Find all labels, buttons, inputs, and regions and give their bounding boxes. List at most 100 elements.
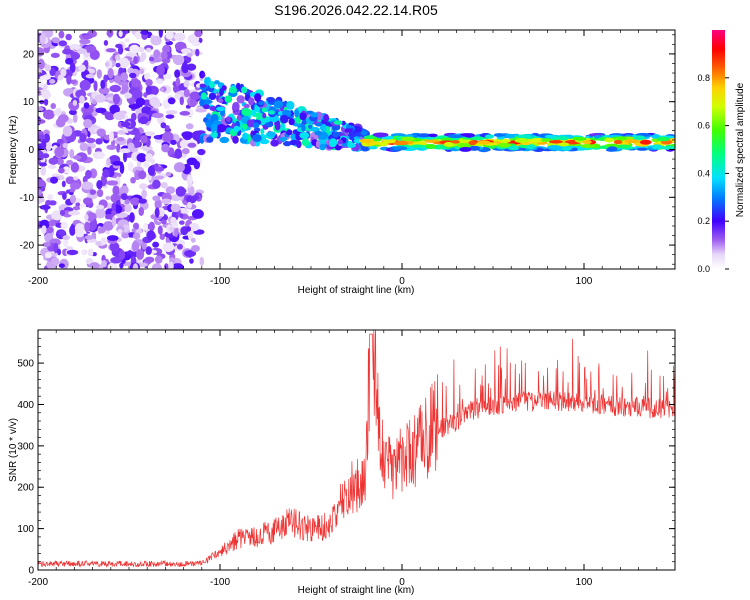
spectrogram-cell: [125, 254, 132, 260]
spectrogram-cell: [206, 136, 214, 143]
spectrogram-cell: [66, 75, 72, 85]
spectrogram-cell: [183, 80, 190, 88]
spectrogram-y-tick-label: -20: [20, 241, 35, 252]
spectrogram-cell: [53, 109, 62, 116]
spectrogram-cell: [252, 134, 262, 142]
spectrogram-cell: [68, 109, 77, 116]
spectrogram-cell: [447, 134, 464, 139]
spectrogram-cell: [179, 111, 191, 116]
spectrogram-cell: [85, 137, 96, 144]
spectrogram-cell: [129, 212, 135, 223]
spectrogram-y-tick-label: 0: [28, 145, 34, 156]
spectrogram-cell: [152, 195, 161, 202]
spectrogram-cell: [250, 109, 257, 116]
spectrogram-cell: [167, 97, 176, 105]
spectrogram-cell: [159, 233, 166, 241]
spectrogram-cell: [184, 250, 197, 258]
spectrogram-cell: [189, 186, 195, 197]
spectrogram-cell: [188, 222, 200, 232]
spectrogram-cell: [65, 33, 72, 41]
spectrogram-cell: [116, 136, 125, 142]
spectrogram-cell: [604, 137, 614, 143]
spectrogram-cell: [493, 133, 505, 137]
spectrogram-cell: [62, 166, 71, 174]
spectrogram-cell: [96, 180, 103, 190]
spectrogram-cell: [65, 57, 74, 65]
spectrogram-cell: [68, 210, 81, 216]
spectrogram-cell: [468, 140, 477, 146]
spectrogram-cell: [38, 47, 45, 57]
spectrogram-cell: [219, 136, 230, 144]
spectrogram-cell: [98, 87, 110, 95]
spectrogram-x-tick-label: 0: [399, 276, 405, 287]
spectrogram-cell: [100, 237, 108, 245]
spectrogram-cell: [139, 183, 148, 190]
spectrogram-cell: [40, 185, 46, 192]
spectrogram-cell: [189, 91, 201, 100]
spectrogram-cell: [55, 117, 66, 128]
spectrogram-cell: [81, 181, 94, 190]
spectrogram-cell: [181, 62, 189, 74]
spectrogram-cell: [195, 48, 200, 57]
spectrogram-cell: [152, 179, 161, 189]
spectrogram-cell: [154, 207, 160, 218]
colorbar-ticks: 0.0 0.2 0.4 0.6 0.8: [697, 73, 729, 274]
spectrogram-cell: [117, 81, 129, 86]
spectrogram-x-axis: -200 -100 0 100: [28, 30, 676, 287]
spectrogram-cell: [208, 80, 216, 89]
spectrogram-cell: [145, 85, 152, 95]
spectrogram-cell: [106, 180, 119, 186]
spectrogram-cell: [279, 136, 288, 142]
spectrogram-cell: [144, 256, 155, 263]
spectrogram-cell: [236, 114, 242, 121]
spectrogram-cell: [119, 148, 132, 154]
spectrogram-cell: [79, 203, 87, 208]
snr-x-tick-label: -100: [210, 577, 230, 588]
spectrogram-cell: [607, 146, 618, 152]
spectrogram-cell: [168, 226, 174, 232]
spectrogram-cell: [61, 180, 66, 188]
spectrogram-cell: [79, 142, 88, 152]
spectrogram-cell: [147, 165, 155, 176]
spectrogram-cell: [58, 263, 65, 268]
spectrogram-cell: [106, 30, 114, 38]
spectrogram-cell: [60, 68, 67, 77]
spectrogram-cell: [149, 96, 160, 107]
spectrogram-cell: [43, 109, 55, 120]
spectrogram-cell: [136, 161, 142, 167]
snr-background: [38, 330, 675, 570]
spectrogram-cell: [124, 38, 130, 43]
spectrogram-cell: [190, 237, 196, 243]
spectrogram-cell: [140, 134, 148, 144]
spectrogram-cell: [416, 133, 431, 138]
spectrogram-cell: [97, 153, 105, 160]
spectrogram-cell: [58, 229, 66, 236]
snr-panel: -200 -100 0 100 0 100 200 300 400 500 Height of …: [8, 329, 676, 596]
spectrogram-cell: [187, 142, 197, 148]
spectrogram-cell: [558, 136, 569, 141]
spectrogram-cell: [380, 141, 389, 147]
spectrogram-cell: [70, 79, 77, 84]
spectrogram-cell: [105, 195, 111, 200]
spectrogram-cell: [165, 171, 172, 177]
spectrogram-cell: [168, 261, 174, 269]
spectrogram-cell: [165, 114, 175, 119]
spectrogram-cell: [39, 151, 45, 161]
spectrogram-cell: [477, 140, 491, 145]
spectrogram-y-tick-label: 20: [23, 49, 35, 60]
snr-series-line: [38, 330, 675, 568]
spectrogram-cell: [122, 152, 128, 163]
spectrogram-cell: [69, 225, 76, 236]
spectrogram-cell: [70, 182, 81, 190]
spectrogram-cell: [286, 129, 293, 136]
spectrogram-cell: [115, 212, 128, 218]
spectrogram-cell: [165, 110, 178, 115]
spectrogram-cell: [124, 92, 133, 99]
spectrogram-cell: [62, 125, 73, 137]
spectrogram-cell: [299, 112, 307, 121]
spectrogram-cell: [161, 219, 167, 225]
spectrogram-cell: [42, 242, 52, 248]
spectrogram-cell: [187, 229, 194, 241]
spectrogram-cell: [428, 133, 438, 138]
